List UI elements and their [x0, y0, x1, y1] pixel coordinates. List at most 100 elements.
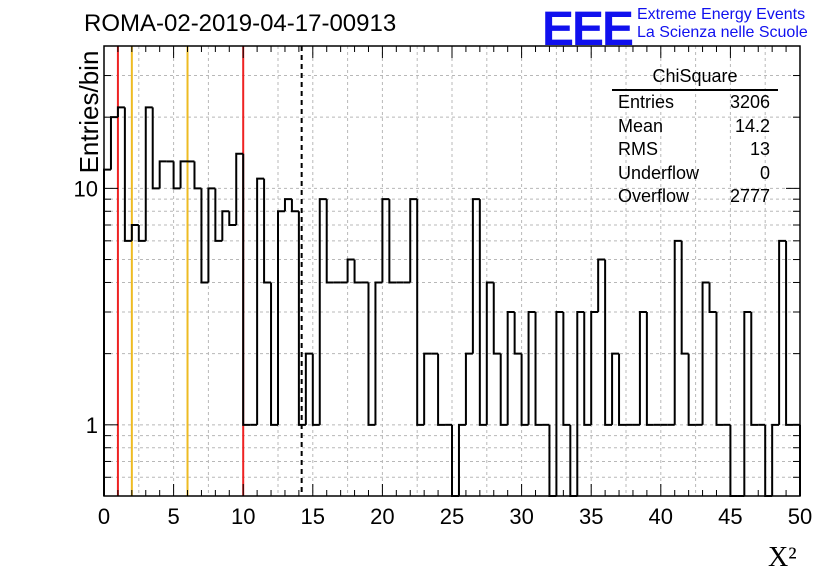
- stat-row-mean: Mean 14.2: [612, 115, 778, 139]
- histogram-bin: [715, 312, 724, 426]
- x-axis-label: X²: [768, 542, 797, 572]
- stat-row-rms: RMS 13: [612, 138, 778, 162]
- histogram-bin: [778, 239, 787, 425]
- histogram-bin: [527, 311, 536, 425]
- histogram-bin: [263, 178, 272, 284]
- histogram-bin: [590, 311, 599, 425]
- x-tick-label: 30: [509, 504, 533, 529]
- histogram-bin: [604, 259, 613, 426]
- histogram-bin: [423, 352, 432, 425]
- histogram-bin: [116, 106, 125, 118]
- histogram-bin: [506, 311, 515, 425]
- histogram-bin: [687, 353, 696, 426]
- histogram-bin: [270, 282, 278, 426]
- stats-box: ChiSquare Entries 3206 Mean 14.2 RMS 13 …: [612, 66, 778, 209]
- histogram-bin: [492, 282, 501, 355]
- histogram-bin: [151, 107, 160, 190]
- stat-label: Overflow: [618, 186, 690, 206]
- histogram-bin: [416, 199, 425, 426]
- histogram-bin: [555, 311, 564, 496]
- chart-title: ROMA-02-2019-04-17-00913: [84, 10, 397, 37]
- stat-row-entries: Entries 3206: [612, 91, 778, 115]
- y-axis-label: Entries/bin: [74, 51, 104, 174]
- histogram-bin: [374, 281, 383, 425]
- histogram-bin: [144, 106, 153, 241]
- histogram-bin: [437, 353, 446, 426]
- histogram-bin: [290, 199, 299, 213]
- stat-label: Entries: [618, 92, 675, 112]
- logo-line-1: Extreme Energy Events: [637, 6, 806, 23]
- histogram-bin: [680, 240, 689, 355]
- histogram-bin: [158, 160, 167, 189]
- x-tick-label: 25: [440, 504, 464, 529]
- histogram-bin: [172, 161, 181, 190]
- histogram-bin: [597, 258, 606, 312]
- x-tick-label: 50: [788, 504, 812, 529]
- y-tick-label: 10: [74, 176, 98, 201]
- histogram-bin: [137, 224, 146, 242]
- x-tick-label: 10: [231, 504, 255, 529]
- histogram-bin: [256, 177, 265, 425]
- stat-value: 0: [759, 162, 770, 183]
- stat-label: Mean: [618, 115, 664, 136]
- histogram-bin: [534, 312, 543, 426]
- x-tick-label: 5: [167, 504, 179, 529]
- stats-title: ChiSquare: [612, 66, 778, 91]
- histogram-bin: [583, 312, 592, 426]
- histogram-bin: [743, 311, 752, 496]
- y-tick-label: 1: [86, 413, 98, 438]
- histogram-bin: [576, 311, 585, 496]
- stat-label: Underflow: [618, 162, 700, 183]
- histogram-bin: [235, 152, 244, 225]
- histogram-bin: [130, 223, 139, 241]
- stat-row-overflow: Overflow 2777: [612, 185, 778, 209]
- histogram-bin: [638, 311, 647, 425]
- histogram-bin: [611, 352, 620, 425]
- histogram-bin: [297, 211, 306, 426]
- logo-line-2: La Scienza nelle Scuole: [637, 24, 808, 41]
- histogram-bin: [785, 240, 794, 426]
- histogram-bin: [499, 353, 508, 426]
- histogram-bin: [318, 198, 327, 425]
- histogram-bin: [221, 210, 230, 241]
- stat-row-underflow: Underflow 0: [612, 162, 778, 186]
- histogram-bin: [193, 161, 202, 190]
- histogram-bin: [283, 198, 292, 212]
- histogram-bin: [311, 353, 320, 426]
- x-tick-label: 35: [579, 504, 603, 529]
- histogram-bin: [346, 258, 355, 283]
- x-tick-label: 15: [301, 504, 325, 529]
- histogram-bin: [228, 211, 237, 226]
- stat-value: 2777: [729, 186, 770, 206]
- histogram-bin: [214, 188, 223, 242]
- histogram-bin: [367, 282, 376, 426]
- eee-logo: EEE: [542, 3, 634, 56]
- histogram-bin: [353, 259, 362, 284]
- histogram-bin: [701, 281, 710, 425]
- histogram-bin: [618, 353, 626, 426]
- histogram-bin: [520, 353, 529, 426]
- histogram-bin: [325, 199, 334, 284]
- histogram-bin: [513, 312, 522, 355]
- histogram-bin: [464, 352, 473, 425]
- histogram-bin: [277, 210, 285, 425]
- histogram-bin: [471, 198, 480, 354]
- histogram-bin: [123, 107, 132, 242]
- x-tick-label: 0: [98, 504, 110, 529]
- stat-value: 13: [749, 139, 770, 159]
- histogram-bin: [200, 188, 209, 284]
- x-tick-label: 20: [370, 504, 394, 529]
- x-tick-label: 40: [649, 504, 673, 529]
- histogram-bin: [485, 281, 494, 425]
- histogram-bin: [673, 239, 682, 425]
- histogram-bin: [708, 282, 717, 313]
- histogram-bin: [179, 160, 188, 189]
- histogram-bin: [409, 198, 418, 283]
- histogram-bin: [645, 312, 654, 426]
- histogram-bin: [207, 187, 216, 283]
- stat-value: 14.2: [734, 115, 770, 136]
- histogram-bin: [388, 199, 397, 284]
- histogram-bin: [457, 423, 466, 496]
- histogram-bin: [381, 198, 390, 283]
